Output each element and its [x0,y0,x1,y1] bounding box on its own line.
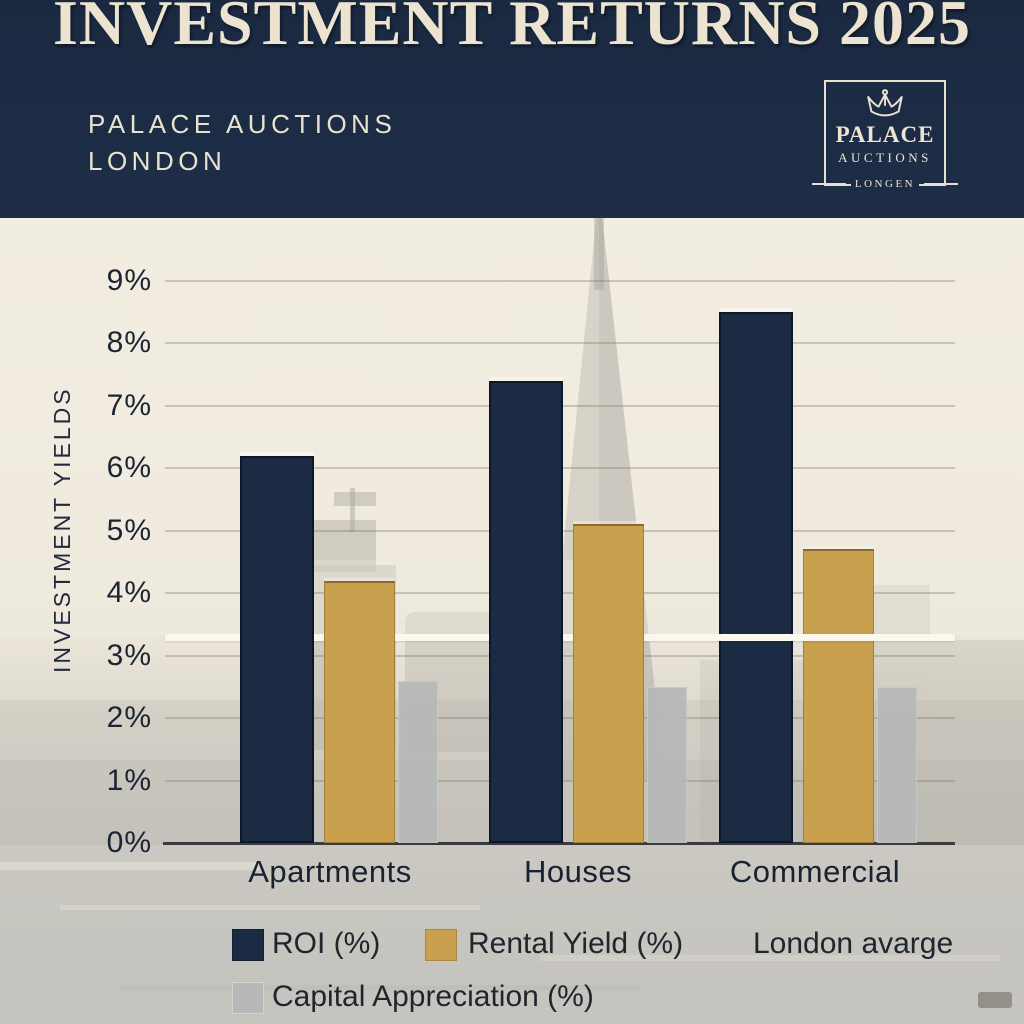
category-label-houses: Houses [523,854,633,889]
legend-label-roi: ROI (%) [272,927,381,960]
logo-tagline: LONGEN [850,177,920,191]
page-title: INVESTMENT RETURNS 2025 [53,0,971,58]
bar-houses-rental-yield---- [573,524,644,843]
legend-swatch-roi [232,929,264,961]
y-tick-label-5%: 5% [106,513,152,547]
y-tick-label-6%: 6% [106,451,152,484]
subtitle-line-2: LONDON [88,146,227,176]
y-tick-label-0%: 0% [106,826,152,859]
y-tick-label-2%: 2% [106,701,152,734]
crown-icon [867,89,903,117]
legend-swatch-rental-yield [425,929,457,961]
y-axis-title: INVESTMENT YIELDS [49,386,75,673]
subtitle-line-1: PALACE AUCTIONS [88,109,397,139]
legend-swatch-capital-appreciation [232,982,264,1014]
logo-tagline-row: LONGEN [812,177,958,191]
y-tick-label-3%: 3% [106,638,152,672]
header: INVESTMENT RETURNS 2025 PALACE AUCTIONS … [0,0,1024,218]
y-tick-label-8%: 8% [106,326,152,359]
logo-name: PALACE [835,122,935,147]
bar-commercial-roi---- [719,311,793,843]
category-label-commercial: Commercial [729,854,901,889]
gridline-8% [165,342,955,344]
bar-houses-capital-appreciation---- [647,686,687,843]
bar-apartments-roi---- [240,455,314,843]
bar-apartments-capital-appreciation---- [398,680,438,843]
y-tick-label-7%: 7% [106,388,152,422]
legend-label-rental-yield: Rental Yield (%) [468,927,684,960]
category-label-apartments: Apartments [248,854,412,889]
x-axis-line [163,842,955,845]
bar-commercial-rental-yield---- [803,549,874,843]
legend-label-capital-appreciation: Capital Appreciation (%) [272,980,594,1013]
legend-label-london-average: London avarge [753,927,954,960]
gridline-9% [165,279,955,282]
brand-logo: PALACE AUCTIONS LONGEN [812,80,958,191]
bar-houses-roi---- [489,380,563,843]
y-tick-label-1%: 1% [106,763,152,797]
logo-subname: AUCTIONS [838,150,932,165]
logo-rule-left [812,183,846,185]
y-tick-label-4%: 4% [106,576,152,609]
bar-commercial-capital-appreciation---- [877,686,917,843]
header-subtitle: PALACE AUCTIONS LONDON [88,106,396,180]
logo-rule-right [924,183,958,185]
bar-apartments-rental-yield---- [324,580,395,843]
y-tick-label-9%: 9% [106,263,152,297]
